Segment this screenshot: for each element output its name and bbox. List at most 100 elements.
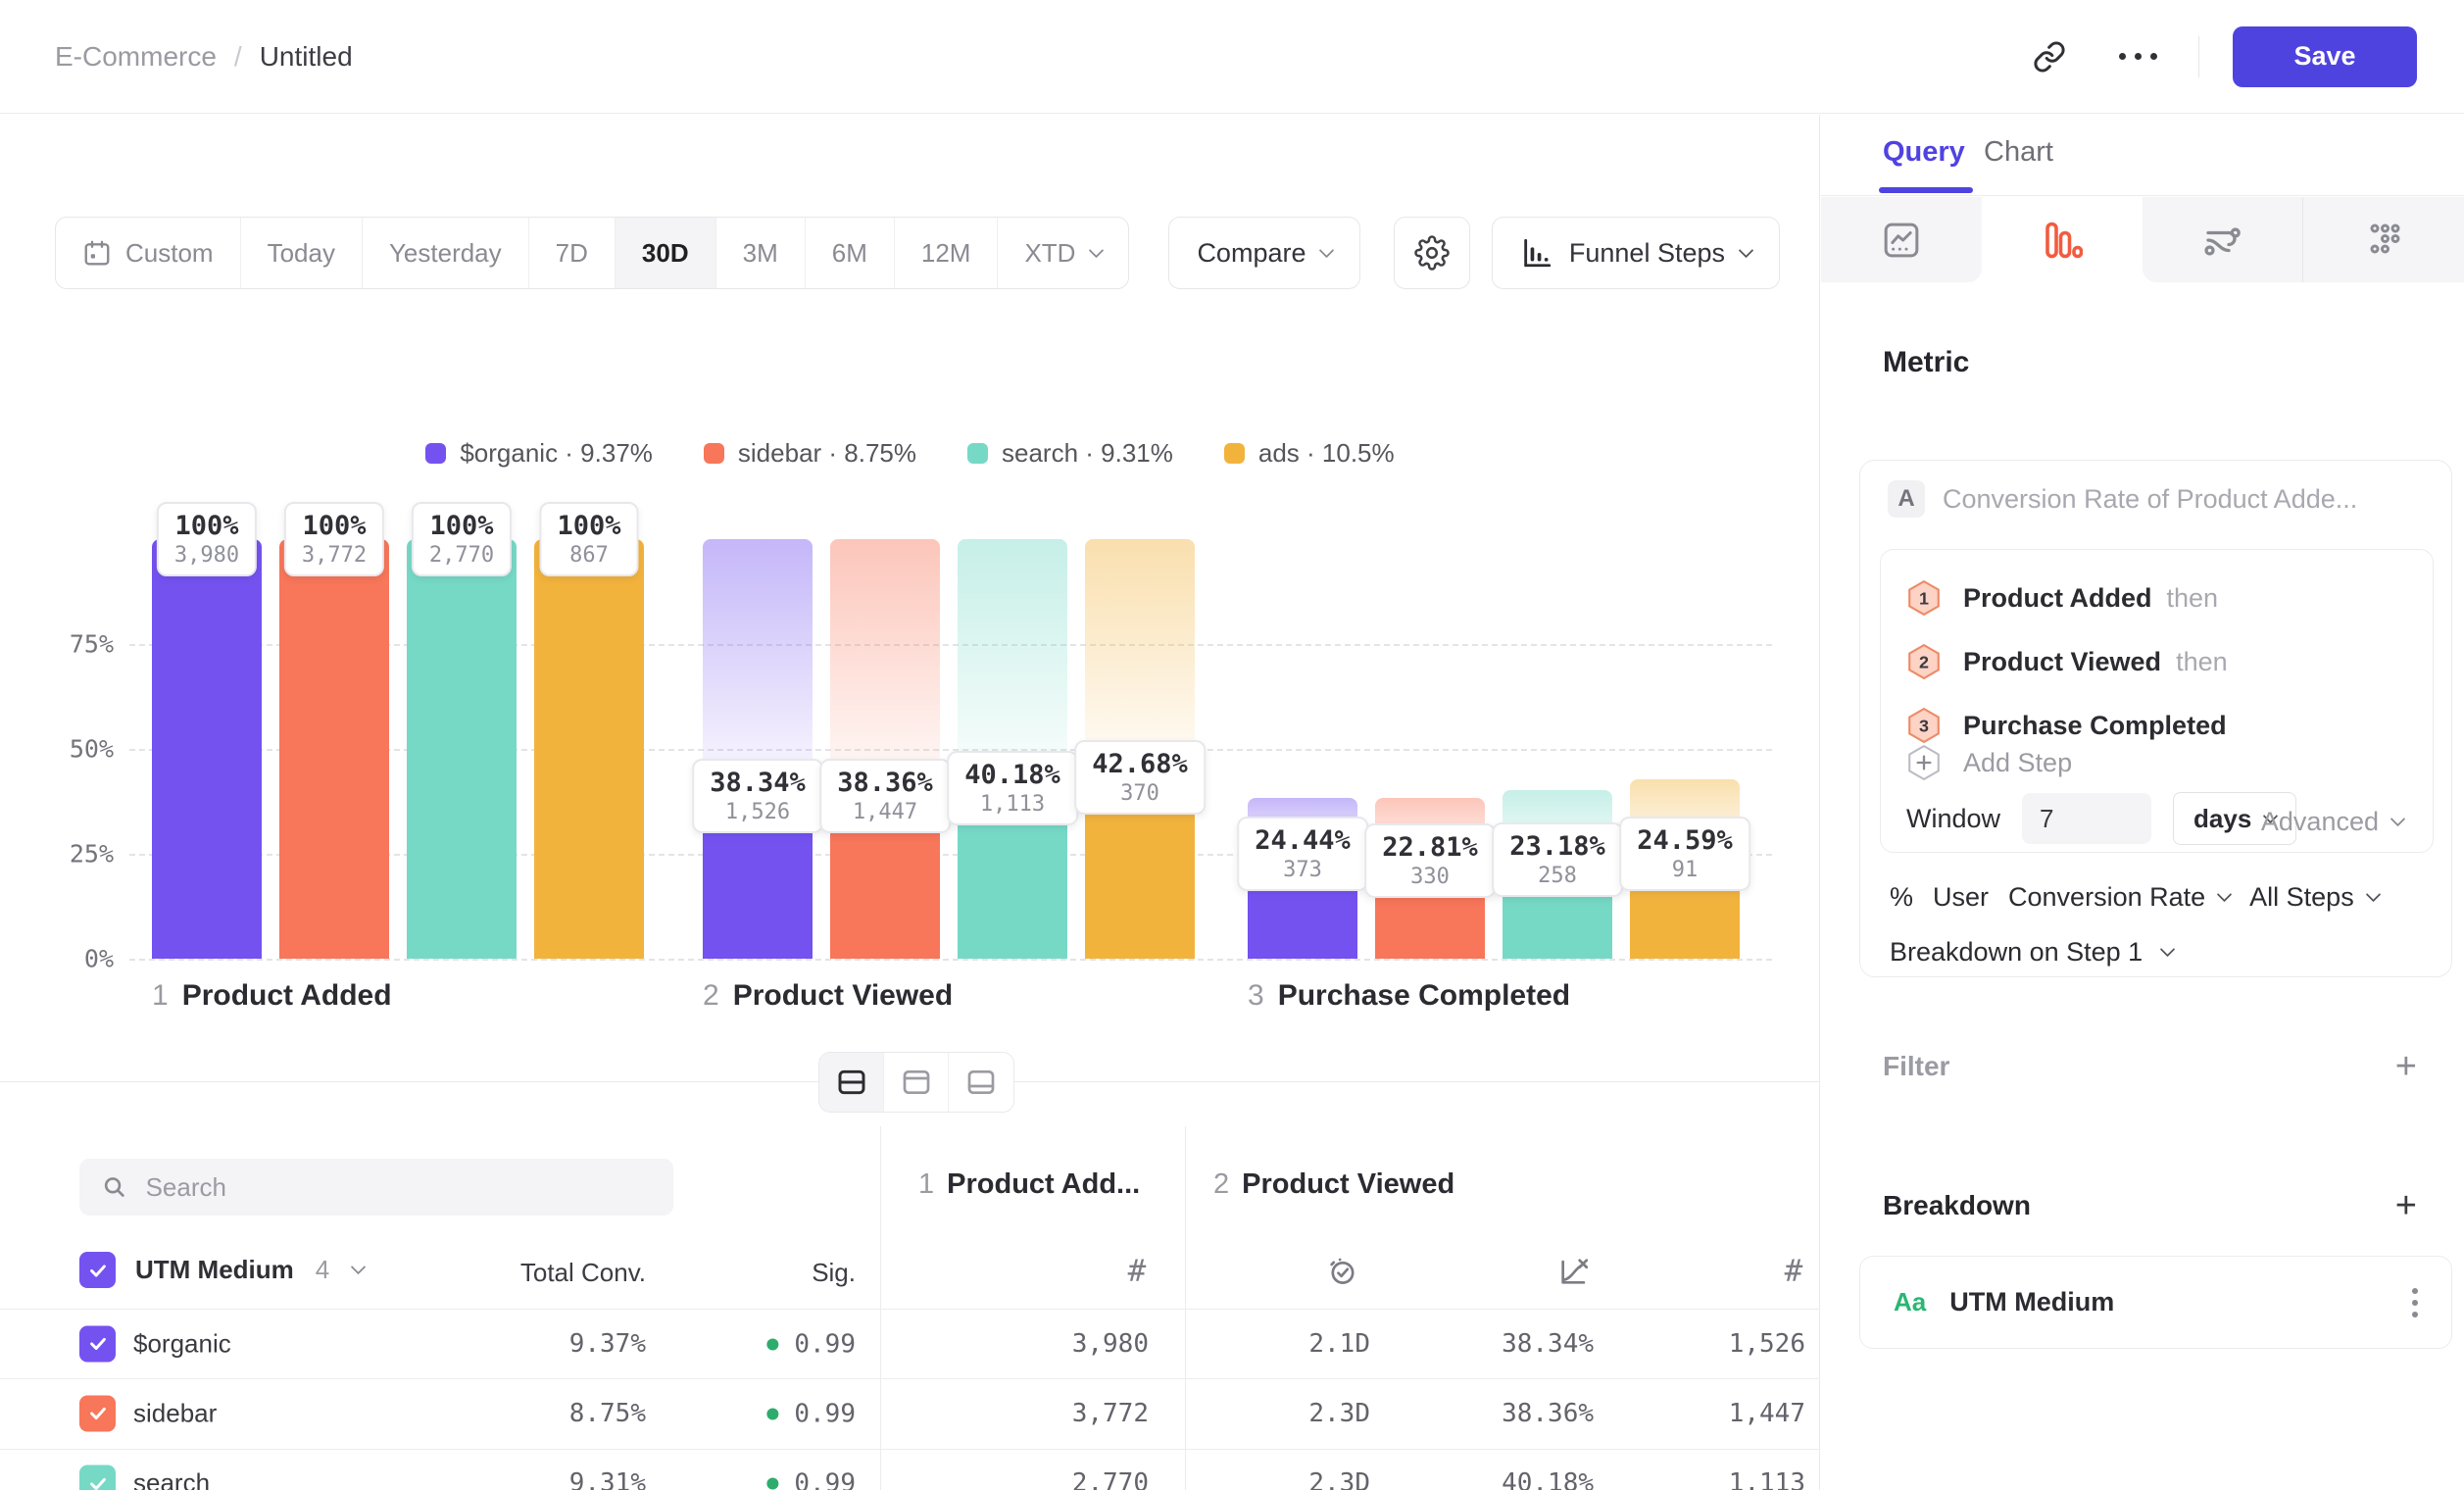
chart-view-label: Funnel Steps — [1569, 238, 1725, 269]
layout-table-only[interactable] — [949, 1053, 1013, 1112]
query-step-2[interactable]: 2 Product Viewed then — [1906, 643, 2228, 680]
add-step-hexagon-icon — [1906, 744, 1942, 781]
breadcrumb-title[interactable]: Untitled — [260, 41, 353, 73]
range-12m[interactable]: 12M — [895, 218, 999, 288]
legend-item-sidebar[interactable]: sidebar · 8.75% — [704, 438, 916, 469]
layout-split-view[interactable] — [819, 1053, 884, 1112]
range-today[interactable]: Today — [241, 218, 363, 288]
conversion-column-icon[interactable] — [1554, 1252, 1594, 1291]
save-button[interactable]: Save — [2233, 26, 2417, 87]
chart-type-flow[interactable] — [2143, 197, 2303, 282]
range-yesterday[interactable]: Yesterday — [363, 218, 529, 288]
row-conversion: 38.36% — [1502, 1399, 1594, 1428]
bar-pct: 100% — [174, 511, 239, 541]
row-checkbox[interactable] — [79, 1325, 116, 1362]
legend-item-ads[interactable]: ads · 10.5% — [1224, 438, 1395, 469]
header-divider — [2198, 36, 2199, 77]
bar-count: 91 — [1637, 858, 1733, 882]
bar-value-label: 24.59%91 — [1619, 817, 1750, 891]
row-step1-count: 3,772 — [1072, 1399, 1149, 1428]
add-breakdown-button[interactable]: + — [2395, 1187, 2417, 1224]
funnel-bar[interactable] — [279, 539, 389, 959]
search-box — [79, 1159, 673, 1216]
sig-header[interactable]: Sig. — [812, 1258, 856, 1288]
bar-count: 1,113 — [964, 792, 1060, 817]
chart-settings-button[interactable] — [1394, 217, 1470, 289]
table-step1-header: 1Product Add... — [918, 1168, 1140, 1201]
search-input[interactable] — [146, 1172, 652, 1203]
table-row-organic[interactable]: $organic9.37%3,9802.1D38.34%1,5260.99 — [0, 1309, 1820, 1378]
chart-toolbar: CustomTodayYesterday7D30D3M6M12M XTD Comp… — [55, 217, 1780, 289]
breadcrumb: E-Commerce / Untitled — [55, 41, 353, 73]
funnel-bar[interactable] — [152, 539, 262, 959]
range-3m[interactable]: 3M — [716, 218, 806, 288]
funnel-bar[interactable] — [407, 539, 517, 959]
range-custom[interactable]: Custom — [56, 218, 241, 288]
range-7d[interactable]: 7D — [529, 218, 616, 288]
layout-chart-only[interactable] — [884, 1053, 949, 1112]
chart-type-funnel[interactable] — [1982, 197, 2143, 282]
legend-item-organic[interactable]: $organic · 9.37% — [425, 438, 653, 469]
share-link-icon[interactable] — [2022, 29, 2077, 84]
step-number: 2 — [703, 979, 719, 1013]
gridline-0 — [129, 959, 1772, 961]
tab-query[interactable]: Query — [1883, 136, 1965, 169]
add-filter-button[interactable]: + — [2395, 1048, 2417, 1085]
advanced-toggle[interactable]: Advanced — [2261, 807, 2403, 837]
chart-type-scatter[interactable] — [2303, 197, 2464, 282]
legend-swatch — [704, 443, 724, 464]
bar-value-label: 23.18%258 — [1492, 822, 1623, 897]
measure-scope-select[interactable]: All Steps — [2249, 882, 2379, 913]
total-conv-header[interactable]: Total Conv. — [520, 1258, 646, 1288]
step2-count-column-icon[interactable]: # — [1774, 1252, 1813, 1291]
line-chart-icon — [1882, 221, 1921, 260]
funnel-analysis-app: E-Commerce / Untitled Save CustomTodayYe… — [0, 0, 2464, 1490]
group-column-header[interactable]: UTM Medium 4 — [79, 1252, 364, 1288]
select-all-checkbox[interactable] — [79, 1252, 116, 1288]
range-label: XTD — [1024, 238, 1075, 269]
panel-tabs: Query Chart — [1821, 115, 2464, 196]
measure-metric-select[interactable]: Conversion Rate — [2008, 882, 2230, 913]
bar-pct: 38.36% — [837, 768, 933, 798]
row-avg-time: 2.1D — [1308, 1329, 1370, 1359]
tab-chart[interactable]: Chart — [1984, 136, 2053, 169]
window-value-input[interactable] — [2022, 793, 2151, 844]
chart-type-line[interactable] — [1821, 197, 1982, 282]
bar-value-label: 24.44%373 — [1237, 817, 1368, 891]
row-step2-count: 1,526 — [1729, 1329, 1805, 1359]
range-6m[interactable]: 6M — [806, 218, 895, 288]
step1-count-column-icon[interactable]: # — [1117, 1252, 1157, 1291]
avg-time-column-icon[interactable] — [1323, 1252, 1362, 1291]
bar-count: 3,980 — [174, 543, 239, 568]
breakdown-on-step-select[interactable]: Breakdown on Step 1 — [1890, 937, 2173, 968]
range-xtd[interactable]: XTD — [998, 218, 1128, 288]
measure-prefix[interactable]: % — [1890, 882, 1913, 913]
chart-view-selector[interactable]: Funnel Steps — [1492, 217, 1780, 289]
table-row-search[interactable]: search9.31%2,7702.3D40.18%1,1130.99 — [0, 1449, 1820, 1490]
add-step-button[interactable]: Add Step — [1906, 744, 2072, 781]
compare-button[interactable]: Compare — [1168, 217, 1360, 289]
step-name: Product Added — [182, 979, 392, 1013]
row-checkbox[interactable] — [79, 1395, 116, 1431]
breadcrumb-project[interactable]: E-Commerce — [55, 41, 217, 73]
row-name: search — [133, 1468, 210, 1490]
breakdown-on-step-label: Breakdown on Step 1 — [1890, 937, 2143, 968]
breakdown-item-card[interactable]: Aa UTM Medium — [1859, 1256, 2452, 1349]
add-step-label: Add Step — [1963, 748, 2072, 778]
kebab-menu-icon[interactable] — [2412, 1288, 2418, 1317]
chevron-down-icon — [2217, 887, 2233, 903]
step-label-2: 2Product Viewed — [703, 979, 953, 1013]
legend-item-search[interactable]: search · 9.31% — [967, 438, 1173, 469]
query-step-1[interactable]: 1 Product Added then — [1906, 579, 2218, 617]
range-30d[interactable]: 30D — [616, 218, 716, 288]
funnel-bar[interactable] — [534, 539, 644, 959]
more-options-icon[interactable] — [2110, 29, 2165, 84]
row-name: $organic — [133, 1328, 231, 1359]
legend-label: sidebar · 8.75% — [738, 438, 916, 469]
table-row-sidebar[interactable]: sidebar8.75%3,7722.3D38.36%1,4470.99 — [0, 1378, 1820, 1448]
metric-name[interactable]: Conversion Rate of Product Adde... — [1943, 484, 2357, 515]
row-conversion: 40.18% — [1502, 1468, 1594, 1490]
row-checkbox[interactable] — [79, 1465, 116, 1490]
measure-entity[interactable]: User — [1933, 882, 1989, 913]
query-step-3[interactable]: 3 Purchase Completed — [1906, 707, 2227, 744]
